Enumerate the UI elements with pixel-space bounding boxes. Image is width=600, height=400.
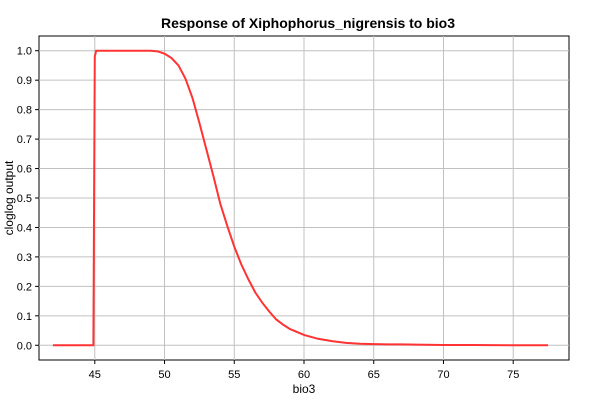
chart-title: Response of Xiphophorus_nigrensis to bio… [161, 15, 455, 31]
response-curve [52, 49, 549, 347]
x-tick-label: 70 [437, 369, 449, 381]
x-tick-label: 55 [228, 369, 240, 381]
y-tick-label: 0.7 [17, 134, 32, 146]
y-axis-label: cloglog output [2, 160, 16, 235]
x-tick-label: 60 [298, 369, 310, 381]
x-tick-label: 75 [507, 369, 519, 381]
y-tick-label: 0.5 [17, 193, 32, 205]
y-tick-label: 0.9 [17, 75, 32, 87]
x-axis: 45 50 55 60 65 70 75 [89, 360, 519, 381]
x-tick-label: 50 [158, 369, 170, 381]
x-tick-label: 65 [368, 369, 380, 381]
grid [39, 36, 569, 360]
y-tick-label: 0.2 [17, 281, 32, 293]
y-tick-label: 0.8 [17, 105, 32, 117]
y-tick-label: 0.6 [17, 164, 32, 176]
y-tick-label: 1.0 [17, 46, 32, 58]
y-tick-label: 0.1 [17, 311, 32, 323]
x-tick-label: 45 [89, 369, 101, 381]
y-tick-label: 0.3 [17, 252, 32, 264]
y-tick-label: 0.4 [17, 222, 32, 234]
y-axis: 0.0 0.1 0.2 0.3 0.4 0.5 0.6 0.7 0.8 0.9 1.0 [17, 46, 39, 352]
y-tick-label: 0.0 [17, 340, 32, 352]
x-axis-label: bio3 [293, 382, 316, 396]
